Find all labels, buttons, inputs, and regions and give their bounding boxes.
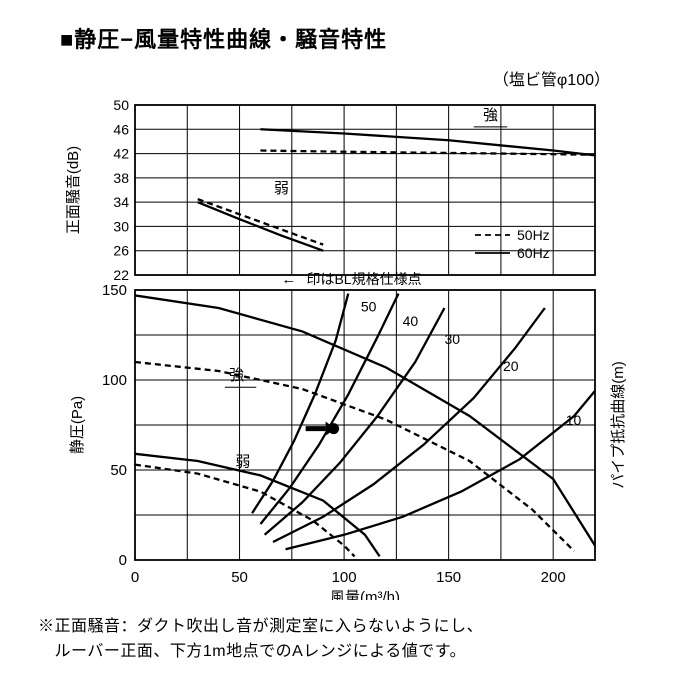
svg-text:150: 150 [436, 569, 461, 586]
svg-text:弱: 弱 [235, 453, 250, 470]
svg-text:強: 強 [229, 367, 244, 384]
footnote: ※正面騒音：ダクト吹出し音が測定室に入らないようにし、 ルーバー正面、下方1m地… [38, 615, 483, 665]
svg-text:20: 20 [503, 358, 519, 374]
svg-text:40: 40 [403, 313, 419, 329]
svg-text:0: 0 [131, 569, 139, 586]
svg-text:200: 200 [541, 569, 566, 586]
svg-text:50: 50 [231, 569, 248, 586]
footnote-line2: ルーバー正面、下方1m地点でのAレンジによる値です。 [38, 643, 466, 660]
chart-title: ■静圧−風量特性曲線・騒音特性 [60, 22, 387, 54]
chart-container: 2226303438424650正面騒音(dB)強弱50Hz60Hz050100… [40, 90, 640, 600]
svg-text:30: 30 [444, 331, 460, 347]
svg-text:パイプ抵抗曲線(m): パイプ抵抗曲線(m) [610, 361, 627, 489]
footnote-line1: ※正面騒音：ダクト吹出し音が測定室に入らないようにし、 [38, 618, 483, 635]
svg-text:弱: 弱 [274, 180, 289, 197]
svg-text:50: 50 [110, 462, 127, 479]
svg-text:強: 強 [483, 107, 498, 124]
svg-text:150: 150 [102, 282, 127, 299]
chart-svg: 2226303438424650正面騒音(dB)強弱50Hz60Hz050100… [40, 90, 640, 600]
svg-text:10: 10 [566, 412, 582, 428]
svg-text:50: 50 [361, 299, 377, 315]
svg-text:風量(m³/h): 風量(m³/h) [330, 589, 400, 600]
svg-text:50Hz: 50Hz [517, 227, 550, 243]
svg-text:42: 42 [113, 146, 129, 162]
svg-text:静圧(Pa): 静圧(Pa) [69, 396, 86, 454]
svg-text:60Hz: 60Hz [517, 245, 550, 261]
svg-text:←: ← [281, 271, 296, 288]
chart-subtitle: （塩ビ管φ100） [493, 66, 610, 90]
svg-text:46: 46 [113, 121, 129, 137]
svg-text:30: 30 [113, 218, 129, 234]
svg-text:印はBL規格仕様点: 印はBL規格仕様点 [306, 271, 421, 287]
svg-text:100: 100 [102, 372, 127, 389]
svg-text:100: 100 [332, 569, 357, 586]
svg-text:正面騒音(dB): 正面騒音(dB) [65, 146, 82, 234]
svg-text:22: 22 [113, 267, 129, 283]
svg-text:34: 34 [113, 194, 129, 210]
svg-text:50: 50 [113, 97, 129, 113]
svg-text:26: 26 [113, 243, 129, 259]
svg-text:38: 38 [113, 170, 129, 186]
svg-text:0: 0 [119, 552, 127, 569]
